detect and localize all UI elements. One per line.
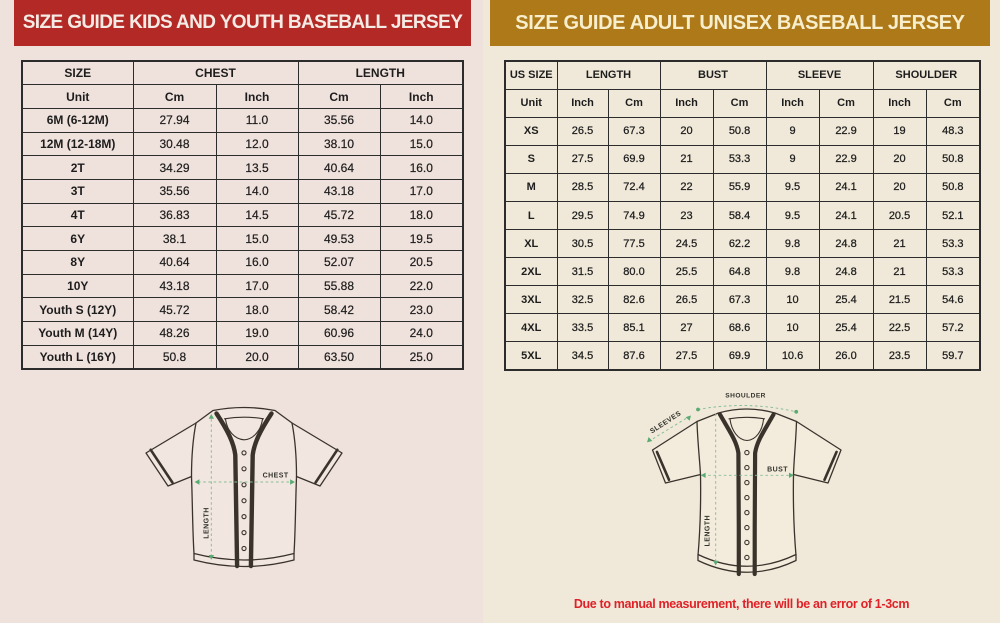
- svg-text:CHEST: CHEST: [263, 473, 289, 480]
- svg-text:SLEEVES: SLEEVES: [649, 410, 683, 435]
- svg-text:BUST: BUST: [767, 467, 788, 474]
- svg-text:LENGTH: LENGTH: [203, 507, 210, 538]
- svg-text:SHOULDER: SHOULDER: [725, 393, 766, 400]
- svg-text:LENGTH: LENGTH: [705, 515, 712, 546]
